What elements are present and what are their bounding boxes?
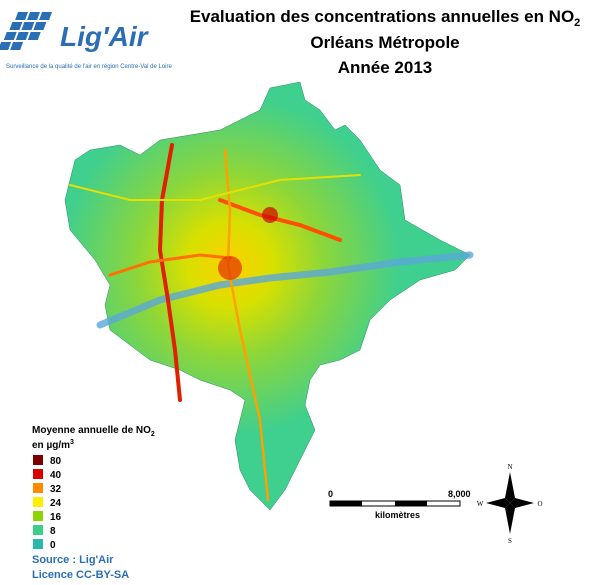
legend-label: 80 bbox=[50, 456, 62, 467]
legend-swatch bbox=[33, 483, 43, 493]
legend-title-sub: 2 bbox=[151, 431, 155, 438]
title-text: Evaluation des concentrations annuelles … bbox=[190, 7, 574, 26]
legend-swatch bbox=[33, 497, 43, 507]
logo-name: Lig'Air bbox=[60, 21, 150, 52]
title-line: Année 2013 bbox=[338, 58, 433, 77]
title-line: Evaluation des concentrations annuelles … bbox=[190, 7, 581, 29]
logo-tagline: Surveillance de la qualité de l'air en r… bbox=[6, 64, 172, 70]
legend-label: 8 bbox=[50, 526, 56, 537]
legend-swatch bbox=[33, 539, 43, 549]
compass-n: N bbox=[507, 463, 512, 471]
source: Source : Lig'Air bbox=[32, 554, 114, 566]
legend-swatch bbox=[33, 511, 43, 521]
title-line: Orléans Métropole bbox=[310, 33, 459, 52]
roads bbox=[69, 143, 474, 502]
legend-title: Moyenne annuelle de NO2 bbox=[32, 425, 155, 438]
licence: Licence CC-BY-SA bbox=[32, 569, 129, 581]
legend-unit: en µg/m3 bbox=[32, 439, 74, 451]
legend-label: 16 bbox=[50, 512, 62, 523]
legend-label: 40 bbox=[50, 470, 62, 481]
territory bbox=[64, 81, 471, 511]
legend-swatch bbox=[33, 455, 43, 465]
map bbox=[64, 81, 474, 511]
legend-unit-text: en µg/m bbox=[32, 440, 70, 451]
scale-end: 8,000 bbox=[448, 489, 471, 499]
logo: Lig'Air Surveillance de la qualité de l'… bbox=[0, 12, 172, 70]
legend-label: 32 bbox=[50, 484, 62, 495]
compass-e: O bbox=[537, 500, 542, 508]
legend-label: 24 bbox=[50, 498, 62, 509]
scale-start: 0 bbox=[328, 489, 333, 499]
compass-s: S bbox=[508, 537, 512, 545]
legend-unit-sup: 3 bbox=[70, 439, 74, 446]
scale-bar: 0 8,000 kilomètres bbox=[328, 489, 471, 520]
compass-w: W bbox=[477, 500, 484, 508]
legend-title-text: Moyenne annuelle de NO bbox=[32, 425, 151, 436]
legend-label: 0 bbox=[50, 540, 56, 551]
scale-unit: kilomètres bbox=[375, 510, 420, 520]
legend-swatch bbox=[33, 525, 43, 535]
compass: N W O S bbox=[477, 463, 543, 545]
legend-swatch bbox=[33, 469, 43, 479]
title-sub: 2 bbox=[574, 17, 580, 29]
